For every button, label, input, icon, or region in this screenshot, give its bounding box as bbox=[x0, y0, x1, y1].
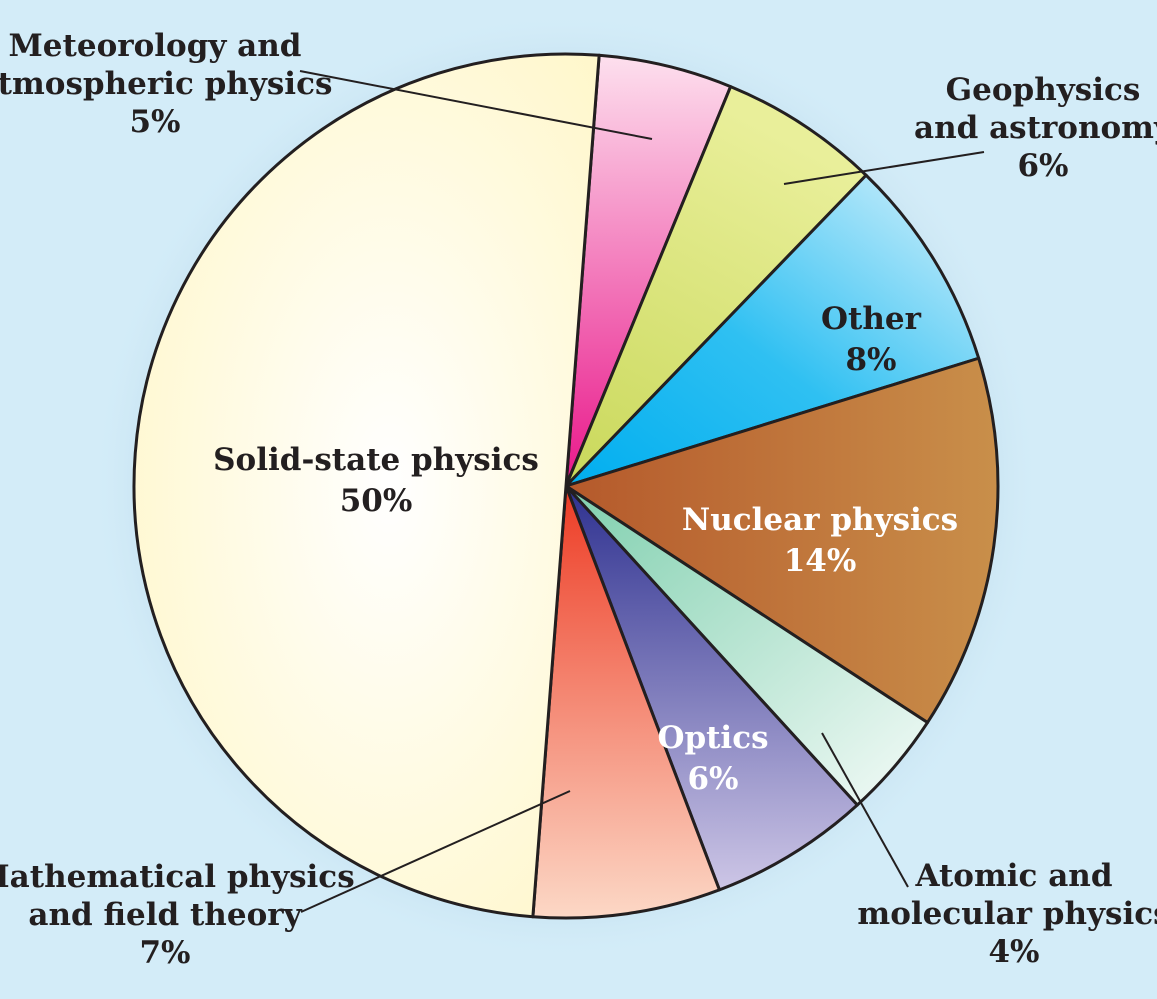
label-meteo: Meteorology and atmospheric physics 5% bbox=[0, 28, 332, 140]
label-geo-name: and astronomy bbox=[914, 110, 1157, 146]
slice-optics bbox=[564, 484, 859, 892]
label-nuclear-name: Nuclear physics bbox=[682, 502, 958, 538]
slice-math bbox=[531, 484, 721, 920]
slice-labels: Meteorology and atmospheric physics 5% Geop… bbox=[0, 28, 1157, 971]
label-atomic-name: Atomic and bbox=[914, 858, 1112, 894]
label-math-percent: 7% bbox=[139, 935, 190, 971]
slice-solid bbox=[132, 52, 601, 919]
label-nuclear-percent: 14% bbox=[784, 543, 857, 579]
label-meteo-name: atmospheric physics bbox=[0, 66, 332, 102]
label-geo-name: Geophysics bbox=[946, 72, 1141, 108]
label-atomic: Atomic and molecular physics 4% bbox=[857, 858, 1157, 970]
label-other-name: Other bbox=[821, 301, 922, 337]
label-other: Other 8% bbox=[821, 301, 922, 378]
label-solid-name: Solid-state physics bbox=[213, 442, 539, 478]
label-math-name: Mathematical physics bbox=[0, 859, 355, 895]
label-nuclear: Nuclear physics 14% bbox=[682, 502, 958, 579]
leader-line-meteo bbox=[299, 70, 653, 140]
label-geo-percent: 6% bbox=[1017, 148, 1068, 184]
leader-line-atomic bbox=[821, 732, 909, 888]
label-atomic-name: molecular physics bbox=[857, 896, 1157, 932]
label-atomic-percent: 4% bbox=[988, 934, 1039, 970]
leader-line-geo bbox=[783, 151, 985, 185]
label-optics-name: Optics bbox=[657, 720, 768, 756]
label-math-name: and field theory bbox=[28, 897, 302, 933]
leader-lines bbox=[299, 70, 985, 913]
label-solid-percent: 50% bbox=[340, 483, 413, 519]
label-solid: Solid-state physics 50% bbox=[213, 442, 539, 519]
label-optics-percent: 6% bbox=[687, 761, 738, 797]
label-meteo-percent: 5% bbox=[129, 104, 180, 140]
label-meteo-name: Meteorology and bbox=[8, 28, 301, 64]
label-math: Mathematical physics and field theory 7% bbox=[0, 859, 355, 971]
pie-slices bbox=[132, 52, 1000, 920]
label-geo: Geophysics and astronomy 6% bbox=[914, 72, 1157, 184]
slice-nuclear bbox=[564, 356, 1000, 725]
label-other-percent: 8% bbox=[845, 342, 896, 378]
slice-other bbox=[564, 173, 981, 488]
leader-line-math bbox=[300, 790, 571, 913]
label-optics: Optics 6% bbox=[657, 720, 768, 797]
